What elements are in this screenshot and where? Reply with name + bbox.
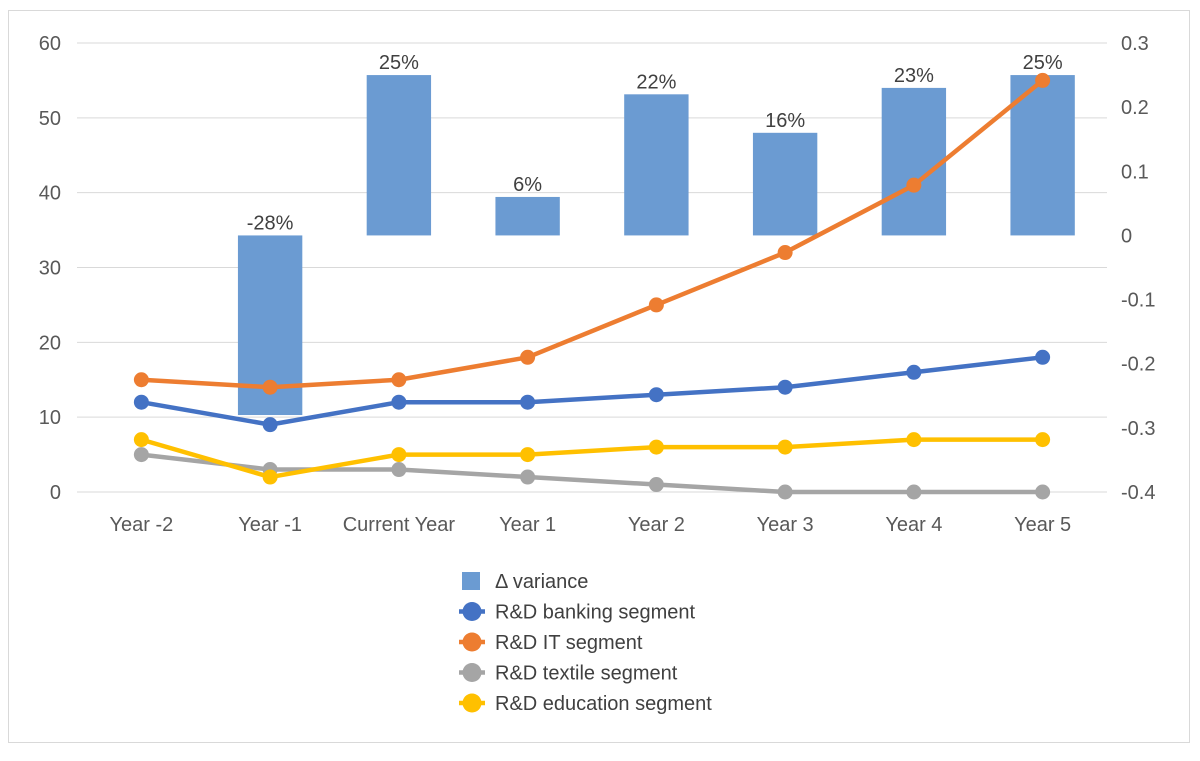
left-tick-label: 20: [39, 332, 61, 354]
series-point: [1035, 72, 1051, 88]
x-tick-label: Year 2: [628, 514, 685, 536]
legend-swatch-marker: [462, 663, 482, 682]
legend-swatch-marker: [462, 602, 482, 621]
x-tick-label: Year 4: [885, 514, 942, 536]
series-point: [906, 364, 922, 380]
x-tick-label: Year 3: [757, 514, 814, 536]
series-point: [1035, 349, 1051, 365]
line-series-group: [133, 72, 1051, 395]
series-point: [262, 469, 278, 485]
series-point: [648, 439, 664, 455]
x-tick-label: Year -2: [110, 514, 174, 536]
series-point: [262, 417, 278, 433]
series-point: [391, 372, 407, 388]
series-point: [520, 469, 536, 485]
series-line: [139, 78, 1045, 390]
line-series: [133, 72, 1051, 500]
x-tick-label: Year 1: [499, 514, 556, 536]
bar-series: [237, 75, 1075, 416]
series-point: [520, 447, 536, 463]
variance-bar: [881, 87, 947, 236]
series-point: [648, 387, 664, 403]
legend-swatch-marker: [462, 693, 482, 713]
series-point: [133, 447, 149, 463]
right-tick-label: -0.3: [1121, 418, 1155, 440]
legend-label: R&D banking segment: [495, 602, 696, 624]
right-y-axis: -0.4 -0.3 -0.2 -0.1 0 0.1 0.2 0.3: [1121, 33, 1155, 504]
series-point: [133, 372, 149, 388]
x-tick-label: Year -1: [238, 514, 302, 536]
series-point: [133, 432, 149, 448]
right-tick-label: 0: [1121, 225, 1132, 247]
series-point: [648, 477, 664, 493]
series-point: [391, 462, 407, 478]
x-tick-label: Year 5: [1014, 514, 1071, 536]
chart-frame: -28% 25% 6% 22% 16% 23% 25% 0 10 20 30 40 50 60 -0.4…: [8, 10, 1190, 743]
series-line: [139, 355, 1045, 427]
left-tick-label: 10: [39, 407, 61, 429]
series-line: [139, 452, 1045, 495]
variance-bar: [366, 75, 432, 236]
series-point: [1035, 432, 1051, 448]
right-tick-label: -0.1: [1121, 290, 1155, 312]
right-tick-label: -0.2: [1121, 354, 1155, 376]
combo-chart: -28% 25% 6% 22% 16% 23% 25% 0 10 20 30 40 50 60 -0.4…: [39, 33, 1156, 715]
right-tick-label: 0.1: [1121, 161, 1149, 183]
left-tick-label: 50: [39, 108, 61, 130]
series-point: [262, 379, 278, 395]
left-tick-label: 40: [39, 183, 61, 205]
series-line: [139, 437, 1045, 480]
series-point: [133, 394, 149, 410]
bar-data-label: 23%: [894, 65, 934, 87]
series-point: [391, 447, 407, 463]
series-point: [520, 394, 536, 410]
series-point: [520, 349, 536, 365]
right-tick-label: 0.2: [1121, 97, 1149, 119]
legend-label: Δ variance: [495, 571, 588, 593]
variance-bar: [624, 94, 689, 236]
bar-data-label: 6%: [513, 174, 542, 196]
bar-data-label: -28%: [247, 212, 294, 234]
bar-data-label: 25%: [1023, 52, 1063, 74]
x-tick-label: Current Year: [343, 514, 456, 536]
series-point: [906, 177, 922, 193]
bar-data-label: 25%: [379, 52, 419, 74]
variance-bar: [495, 196, 560, 236]
legend-label: R&D education segment: [495, 693, 712, 715]
bar-data-labels: -28% 25% 6% 22% 16% 23% 25%: [247, 52, 1063, 234]
bar-data-label: 16%: [765, 110, 805, 132]
series-point: [906, 432, 922, 448]
series-point: [648, 297, 664, 313]
series-point: [777, 484, 793, 500]
right-tick-label: -0.4: [1121, 482, 1155, 504]
x-axis: Year -2 Year -1 Current Year Year 1 Year 2 Ye…: [110, 514, 1072, 536]
right-tick-label: 0.3: [1121, 33, 1149, 55]
left-y-axis: 0 10 20 30 40 50 60: [39, 33, 61, 504]
left-tick-label: 60: [39, 33, 61, 55]
line-series-group: [133, 432, 1051, 485]
series-point: [906, 484, 922, 500]
variance-bar: [752, 132, 818, 236]
left-tick-label: 0: [50, 482, 61, 504]
left-tick-label: 30: [39, 258, 61, 280]
legend: Δ variance R&D banking segment R&D IT segm…: [459, 571, 712, 715]
series-point: [777, 439, 793, 455]
variance-bar: [1010, 75, 1075, 236]
series-point: [777, 245, 793, 261]
legend-label: R&D IT segment: [495, 632, 643, 654]
line-series-group: [133, 349, 1051, 433]
series-point: [391, 394, 407, 410]
legend-swatch-marker: [462, 632, 482, 652]
gridlines: [77, 42, 1107, 493]
legend-label: R&D textile segment: [495, 663, 678, 685]
bar-data-label: 22%: [636, 71, 676, 93]
series-point: [1035, 484, 1051, 500]
legend-swatch-bar: [462, 572, 480, 590]
series-point: [777, 379, 793, 395]
